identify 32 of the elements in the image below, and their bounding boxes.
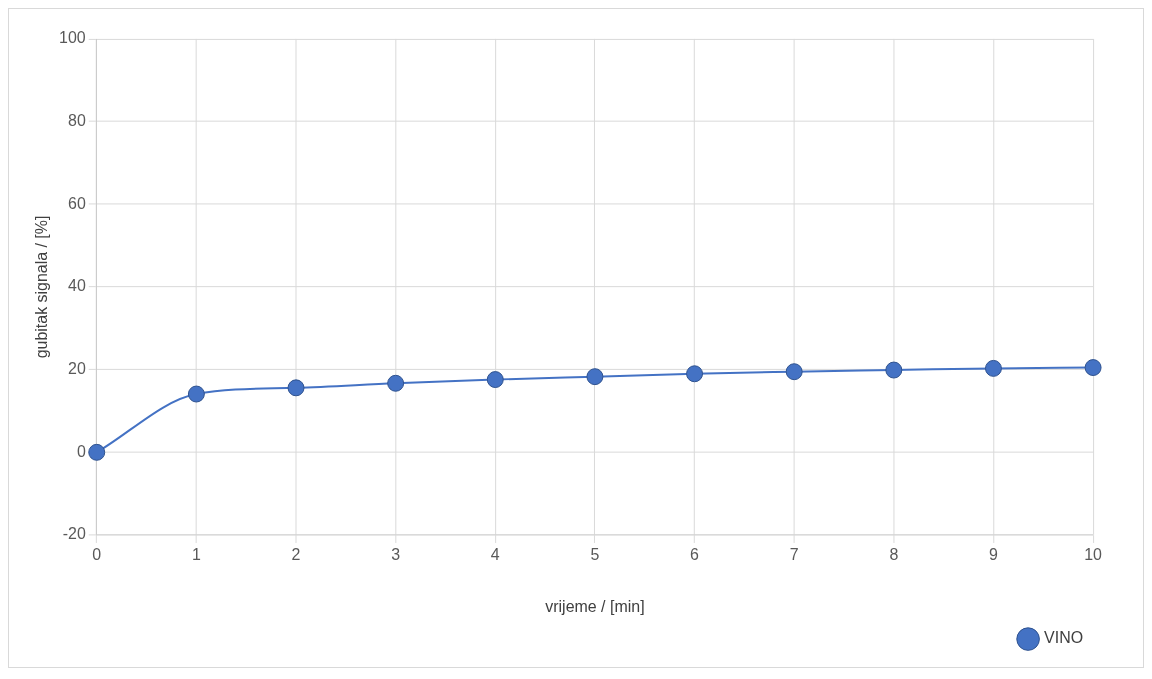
x-tick-label: 10 bbox=[1084, 545, 1103, 563]
y-tick-label: 0 bbox=[76, 442, 86, 460]
y-tick-label: 80 bbox=[68, 111, 86, 129]
point bbox=[486, 371, 504, 389]
x-tick-label: 6 bbox=[690, 545, 700, 563]
point bbox=[88, 443, 106, 461]
x-tick-label: 5 bbox=[590, 545, 600, 563]
x-tick-label: 8 bbox=[889, 545, 899, 563]
y-tick-label: 100 bbox=[59, 29, 86, 47]
point bbox=[1084, 359, 1102, 377]
point bbox=[885, 361, 903, 379]
point bbox=[387, 374, 405, 392]
point bbox=[586, 368, 604, 386]
x-tick-label: 0 bbox=[92, 545, 102, 563]
x-tick-label: 7 bbox=[789, 545, 799, 563]
y-tick-label: 60 bbox=[68, 194, 86, 212]
point bbox=[187, 385, 205, 403]
y-tick-label: 20 bbox=[68, 360, 86, 378]
y-tick-label: 40 bbox=[68, 277, 86, 295]
y-tick-label: -20 bbox=[62, 525, 86, 543]
point bbox=[686, 365, 704, 383]
x-tick-label: 1 bbox=[191, 545, 201, 563]
point bbox=[287, 379, 305, 397]
point bbox=[785, 363, 803, 381]
x-axis-title: vrijeme / [min] bbox=[545, 597, 645, 615]
x-tick-label: 4 bbox=[490, 545, 500, 563]
x-tick-label: 9 bbox=[989, 545, 999, 563]
point bbox=[984, 359, 1002, 377]
x-tick-label: 3 bbox=[391, 545, 401, 563]
legend-label: VINO bbox=[1044, 629, 1084, 647]
x-tick-label: 2 bbox=[291, 545, 301, 563]
y-axis-title: gubitak signala / [%] bbox=[32, 215, 50, 359]
